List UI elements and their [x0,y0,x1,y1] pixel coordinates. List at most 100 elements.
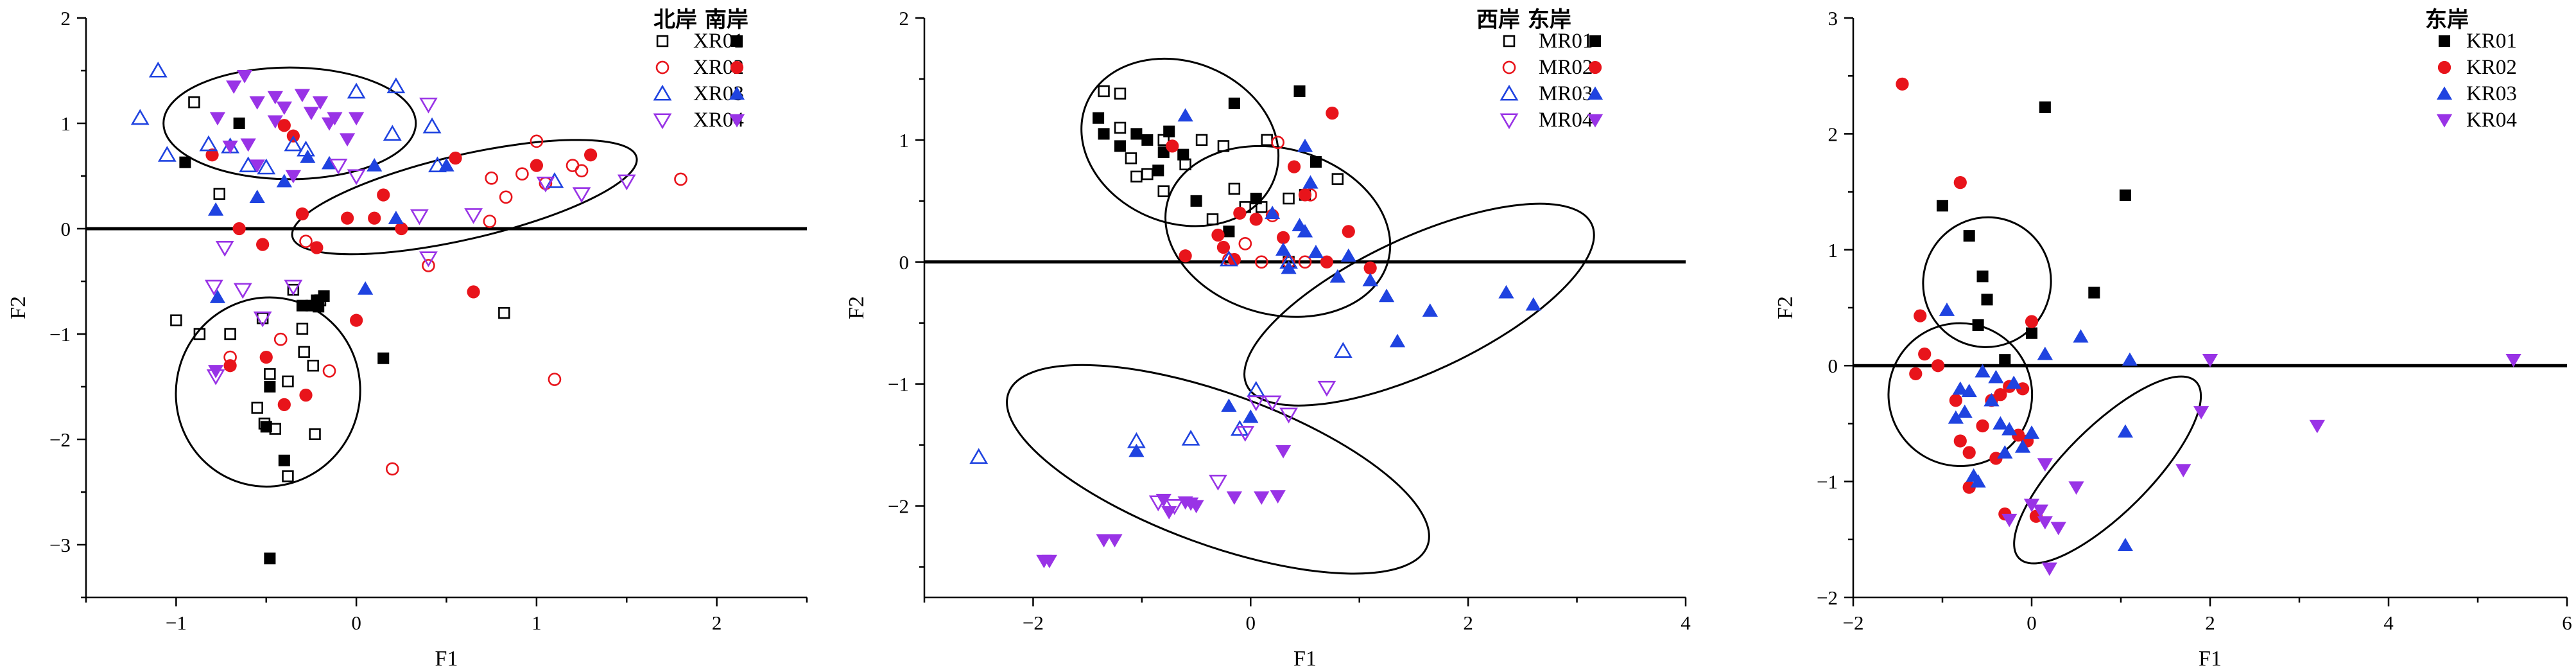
xr02-filled-point [295,207,309,221]
xr02-open-point [530,134,544,148]
xr04-filled-point [240,138,256,152]
xr01-open-point [170,314,182,326]
mr02-filled-point [1342,225,1355,238]
xr01-open-point [296,322,309,335]
xr01-open-point [251,401,263,414]
mr01-open-point [1228,182,1241,195]
xr02-filled-point [277,119,291,132]
mr02-open-point [1254,255,1268,269]
mr04-filled-point [1275,445,1292,459]
kr04-filled-point [2175,464,2191,478]
mr03-open-point [1247,381,1266,397]
xr04-legend-open-marker [653,113,672,130]
mr01-open-point [1331,173,1344,185]
mr04-open-point [1236,426,1255,442]
kr01-filled-point [2039,101,2051,113]
xr04-filled-point [249,159,265,173]
mr03-open-point [1230,419,1249,436]
mr02-legend-filled-marker [1588,60,1602,75]
xr04-open-point [536,176,555,193]
kr02-filled-point [1953,434,1967,448]
mr03-legend-filled-marker [1587,86,1604,100]
mr04-open-point [1209,475,1227,491]
xr04-open-point [347,169,366,186]
xr02-open-point [385,462,399,476]
xr03-filled-point [388,211,404,224]
mr03-filled-point [1302,175,1318,189]
y-tick-label: 1 [1828,239,1838,261]
cluster-ellipse [1243,202,1595,407]
y-tick-label: −2 [888,495,909,518]
mr01-filled-point [1177,148,1189,161]
kr03-filled-point [1952,381,1968,395]
xr02-filled-point [350,313,363,327]
x-tick-label: 2 [2205,612,2215,634]
xr04-filled-point [348,112,365,126]
mr02-filled-point [1166,139,1179,153]
mr01-filled-point [1310,156,1322,168]
kr02-legend-label: KR02 [2466,56,2517,79]
xr01-filled-point [278,454,290,466]
y-tick-label: −3 [49,534,71,556]
xr04-open-point [284,279,303,296]
xr01-legend-open-marker [656,35,669,48]
xr02-filled-point [530,159,543,172]
kr04-filled-point [2068,481,2084,495]
kr01-filled-point [2025,327,2038,339]
kr03-filled-point [1948,410,1964,424]
y-tick-label: 0 [1828,355,1838,377]
mr04-filled-point [1041,554,1057,569]
xr02-filled-point [467,285,480,299]
xr02-open-point [273,332,288,346]
mr03-legend-open-marker [1500,84,1519,101]
xr02-filled-point [583,148,598,162]
mr01-open-point [1283,192,1295,205]
y-tick-label: −1 [1817,471,1838,493]
xr04-open-point [329,159,348,175]
kr02-filled-point [1994,388,2007,401]
y-tick-label: −1 [888,373,909,396]
xr04-open-point [253,311,272,328]
xr04-filled-point [208,365,224,378]
mr01-filled-point [1190,195,1202,207]
x-tick-label: −2 [1023,612,1044,634]
x-tick-label: −1 [166,612,187,634]
mr03-filled-point [1362,272,1378,287]
kr02-filled-point [1949,394,1962,407]
mr03-filled-point [1281,260,1297,274]
mr01-open-point [1114,87,1127,100]
xr02-filled-point [223,359,237,373]
kr04-legend-label: KR04 [2466,109,2517,132]
mr01-open-point [1217,140,1230,152]
kr02-filled-point [1909,367,1923,380]
xr02-filled-point [299,389,313,402]
xr01-filled-point [377,352,390,364]
xr02-open-point [548,373,562,386]
xr01-open-point [282,375,294,388]
xr02-filled-point [310,241,324,254]
mr01-legend-open-marker [1503,35,1516,48]
mr01-open-point [1141,168,1154,181]
mr02-filled-point [1298,188,1312,202]
kr01-filled-point [1972,319,1984,331]
xr02-filled-point [232,222,246,236]
xr01-open-point [188,96,200,109]
y-tick-label: 0 [61,218,71,240]
kr03-filled-point [2122,352,2138,366]
xr04-filled-point [236,69,253,84]
mr04-filled-point [1161,506,1177,520]
xr01-open-point [264,368,276,380]
mr01-filled-point [1093,112,1105,124]
mr01-open-point [1098,85,1110,98]
xr01-open-point [224,328,236,340]
x-tick-label: 4 [2383,612,2394,634]
xr02-open-point [422,259,435,272]
kr04-legend-filled-marker [2436,114,2453,128]
mr04-legend-label: MR04 [1539,109,1593,132]
y-axis-title: F2 [6,296,30,319]
xr03-filled-point [208,202,224,216]
kr03-filled-point [2014,439,2031,453]
y-tick-label: 2 [899,7,910,30]
xr04-filled-point [222,140,238,154]
